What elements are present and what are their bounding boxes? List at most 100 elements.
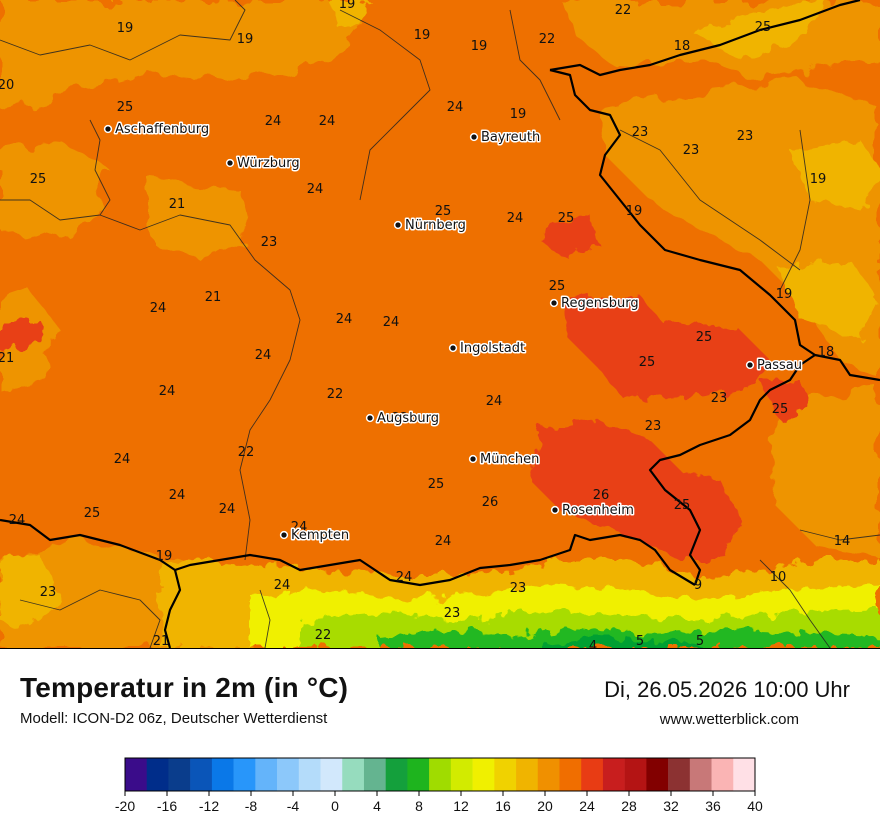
- temperature-value: 5: [636, 634, 644, 649]
- city-regensburg: Regensburg: [549, 295, 640, 313]
- temperature-value: 22: [392, 411, 409, 426]
- legend-swatch: [320, 758, 343, 791]
- temperature-value: 25: [696, 330, 713, 345]
- temperature-value: 19: [237, 32, 254, 47]
- model-source: Modell: ICON-D2 06z, Deutscher Wetterdie…: [20, 710, 328, 727]
- legend-tick-label: 36: [705, 798, 721, 814]
- city-n-rnberg: Nürnberg: [393, 217, 467, 235]
- temperature-value: 26: [482, 495, 499, 510]
- temperature-value: 10: [770, 570, 787, 585]
- legend-swatch: [255, 758, 278, 791]
- city-dot: [365, 413, 375, 423]
- temperature-value: 25: [549, 279, 566, 294]
- area-26: [0, 215, 810, 560]
- legend-swatch: [733, 758, 756, 791]
- city-dot: [279, 530, 289, 540]
- legend-swatch: [646, 758, 669, 791]
- city-rosenheim: Rosenheim: [550, 502, 635, 520]
- legend-swatch: [407, 758, 430, 791]
- temperature-value: 18: [818, 345, 835, 360]
- temperature-value: 19: [156, 549, 173, 564]
- temperature-value: 24: [435, 534, 452, 549]
- legend-swatch: [168, 758, 191, 791]
- city-kempten: Kempten: [279, 527, 351, 545]
- temperature-value: 5: [696, 634, 704, 649]
- temperature-value: 22: [615, 3, 632, 18]
- legend-swatch: [146, 758, 169, 791]
- temperature-value: 24: [447, 100, 464, 115]
- temperature-value: 24: [9, 513, 26, 528]
- legend-swatch: [125, 758, 148, 791]
- temperature-value: 25: [558, 211, 575, 226]
- temperature-value: 24: [383, 315, 400, 330]
- temperature-value: 18: [674, 39, 691, 54]
- city-passau: Passau: [745, 357, 803, 375]
- legend-tick-label: 32: [663, 798, 679, 814]
- temperature-value: 24: [255, 348, 272, 363]
- legend-swatch: [277, 758, 300, 791]
- city-name: Bayreuth: [481, 130, 540, 145]
- legend-swatch: [363, 758, 386, 791]
- temperature-value: 24: [507, 211, 524, 226]
- legend-swatch: [581, 758, 604, 791]
- temperature-value: 25: [428, 477, 445, 492]
- temperature-value: 25: [117, 100, 134, 115]
- legend-tick-label: -16: [157, 798, 177, 814]
- legend-swatch: [624, 758, 647, 791]
- legend-tick-label: -12: [199, 798, 219, 814]
- temperature-value: 19: [776, 287, 793, 302]
- city-name: Kempten: [291, 528, 349, 543]
- legend-swatch: [516, 758, 539, 791]
- valid-datetime: Di, 26.05.2026 10:00 Uhr: [604, 677, 850, 702]
- city-augsburg: Augsburg: [365, 410, 441, 428]
- temperature-value: 25: [639, 355, 656, 370]
- legend-tick-label: -20: [115, 798, 135, 814]
- city-dot: [745, 360, 755, 370]
- legend-tick-label: 28: [621, 798, 637, 814]
- temperature-value: 19: [510, 107, 527, 122]
- legend-swatch: [668, 758, 691, 791]
- temperature-value: 24: [486, 394, 503, 409]
- regional-borders: [0, 0, 880, 648]
- temperature-value: 19: [414, 28, 431, 43]
- city-name: Rosenheim: [562, 503, 634, 518]
- temperature-value: 19: [626, 204, 643, 219]
- temperature-value: 22: [315, 628, 332, 643]
- temperature-value: 19: [810, 172, 827, 187]
- temperature-value: 22: [539, 32, 556, 47]
- legend-swatch: [494, 758, 517, 791]
- website-link[interactable]: www.wetterblick.com: [659, 711, 799, 728]
- city-name: Passau: [757, 358, 802, 373]
- legend-frame: [124, 757, 756, 792]
- city-name: Würzburg: [237, 156, 300, 171]
- legend-swatch: [190, 758, 213, 791]
- temperature-value: 4: [589, 639, 597, 649]
- temperature-value: 21: [153, 634, 170, 649]
- city-name: München: [480, 452, 539, 467]
- temperature-value: 21: [205, 290, 222, 305]
- temperature-value: 25: [772, 402, 789, 417]
- temperature-value: 24: [159, 384, 176, 399]
- city-bayreuth: Bayreuth: [469, 129, 542, 147]
- temperature-value: 23: [632, 125, 649, 140]
- city-dot: [393, 220, 403, 230]
- temperature-value: 21: [0, 351, 14, 366]
- temperature-value: 25: [674, 498, 691, 513]
- temperature-value: 25: [30, 172, 47, 187]
- legend-tick-label: 8: [415, 798, 423, 814]
- area-alps: [160, 560, 880, 648]
- temperature-value: 23: [510, 581, 527, 596]
- temperature-value: 25: [84, 506, 101, 521]
- temperature-value: 19: [471, 39, 488, 54]
- legend-ticks: -20 -16 -12 -8 -4 0 4 8 12 16 20 24 28 32 36 40: [115, 791, 763, 814]
- legend-tick-label: 4: [373, 798, 381, 814]
- city-markers: Aschaffenburg Würzburg Bayreuth Nürnberg Reg…: [103, 121, 803, 545]
- legend-tick-label: -8: [245, 798, 258, 814]
- city-name: Ingolstadt: [460, 341, 525, 356]
- city-dot: [469, 132, 479, 142]
- map-title: Temperatur in 2m (in °C): [20, 672, 349, 703]
- legend-swatch: [559, 758, 582, 791]
- city-name: Regensburg: [561, 296, 639, 311]
- temperature-value: 24: [219, 502, 236, 517]
- temperature-value: 24: [307, 182, 324, 197]
